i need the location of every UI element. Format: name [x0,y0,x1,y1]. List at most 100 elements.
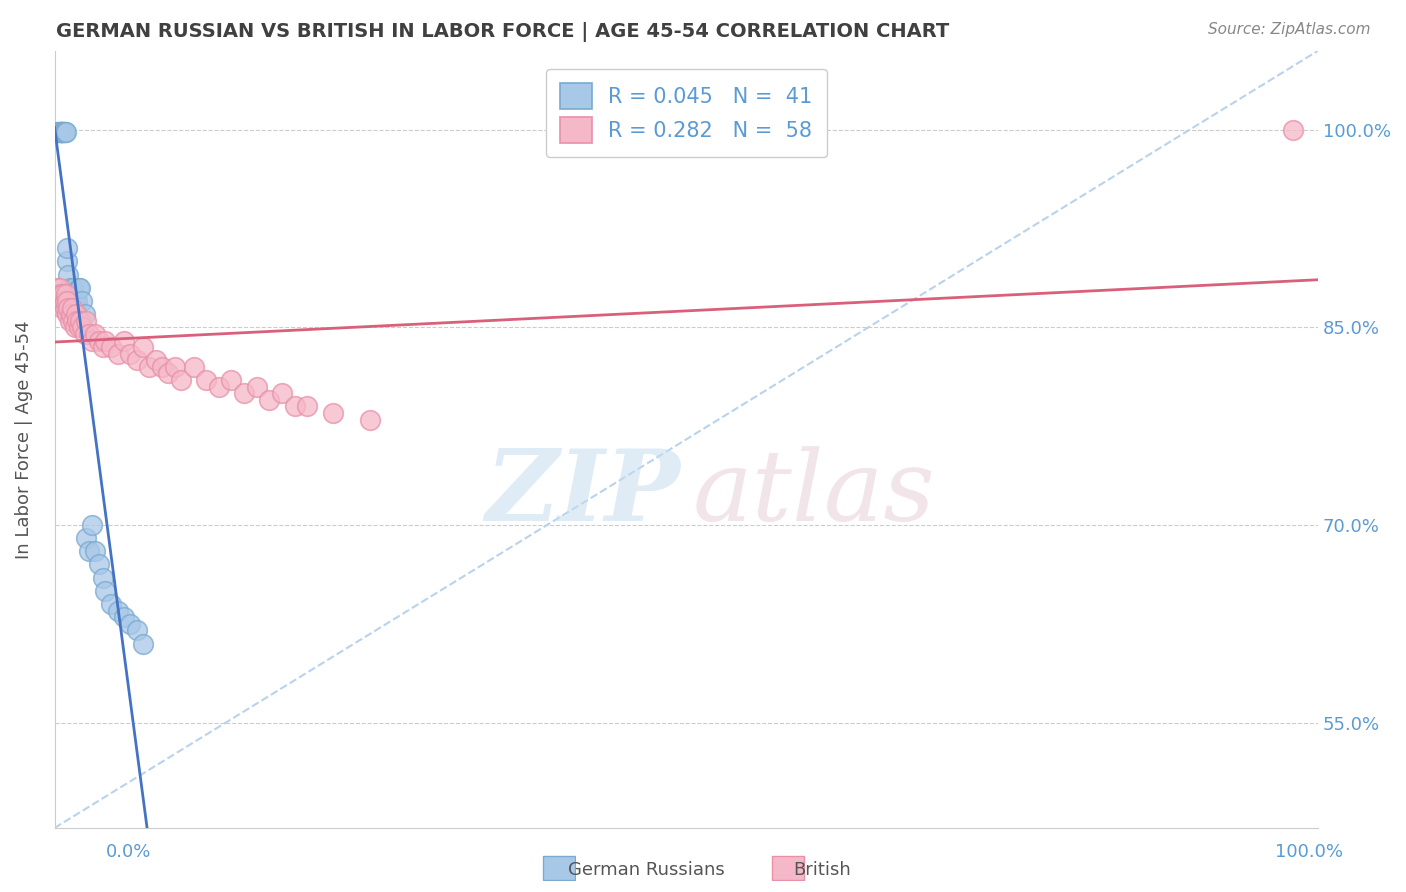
Point [132,636,155,650]
Point [84,326,107,341]
Text: atlas: atlas [693,446,935,541]
Point [46,125,69,139]
Point [52,287,75,301]
Y-axis label: In Labor Force | Age 45-54: In Labor Force | Age 45-54 [15,320,32,558]
Point [107,347,129,361]
Point [72,320,94,334]
Point [58,268,80,282]
Point [145,353,167,368]
Point [56,241,79,255]
Point [66,314,89,328]
Text: Source: ZipAtlas.com: Source: ZipAtlas.com [1208,22,1371,37]
Point [53,301,76,315]
Point [183,359,205,374]
Point [73,307,96,321]
Point [112,334,135,348]
Point [59,307,82,321]
Point [51,301,73,315]
Point [94,583,117,598]
Point [46,287,69,301]
Text: German Russians: German Russians [568,861,725,879]
Point [51,125,73,139]
Point [46,281,69,295]
Point [62,314,84,328]
Point [94,334,117,348]
Point [100,340,122,354]
Point [55,125,77,139]
Point [55,287,77,301]
Point [49,293,72,308]
Point [87,558,110,572]
Point [56,307,79,321]
Point [60,307,83,321]
Point [48,281,70,295]
Point [91,340,114,354]
Point [107,603,129,617]
Point [170,373,193,387]
Point [53,125,76,139]
Point [221,373,243,387]
Point [56,293,79,308]
Point [132,340,155,354]
Point [58,301,80,315]
Point [125,624,148,638]
Point [91,571,114,585]
Point [49,125,72,139]
Point [49,287,72,301]
Point [150,359,173,374]
Point [233,386,256,401]
Point [67,281,90,295]
Point [67,320,90,334]
Point [112,610,135,624]
Point [52,125,75,139]
Point [65,307,87,321]
Point [53,125,76,139]
Point [52,125,75,139]
Text: 0.0%: 0.0% [105,843,150,861]
Point [77,544,100,558]
Point [62,281,84,295]
Point [69,281,91,295]
Point [52,293,75,308]
Point [163,359,186,374]
Point [48,125,70,139]
Point [63,293,86,308]
Point [59,314,82,328]
Point [56,254,79,268]
Point [246,379,269,393]
Point [69,314,91,328]
Text: ZIP: ZIP [485,445,681,542]
Point [157,367,180,381]
Point [284,400,307,414]
Point [75,531,97,545]
Point [65,307,87,321]
Point [77,326,100,341]
Point [1282,122,1305,136]
Point [120,616,142,631]
Point [120,347,142,361]
Point [82,334,104,348]
Point [72,293,94,308]
Point [87,334,110,348]
Point [271,386,294,401]
Point [138,359,160,374]
Text: 100.0%: 100.0% [1275,843,1343,861]
Point [195,373,218,387]
Point [208,379,231,393]
Point [53,293,76,308]
Legend: R = 0.045   N =  41, R = 0.282   N =  58: R = 0.045 N = 41, R = 0.282 N = 58 [546,69,827,157]
Point [297,400,319,414]
Point [259,392,281,407]
Point [75,314,97,328]
Point [73,326,96,341]
Point [60,301,83,315]
Point [51,125,73,139]
Text: British: British [793,861,852,879]
Point [46,125,69,139]
Text: GERMAN RUSSIAN VS BRITISH IN LABOR FORCE | AGE 45-54 CORRELATION CHART: GERMAN RUSSIAN VS BRITISH IN LABOR FORCE… [56,22,949,42]
Point [49,125,72,139]
Point [359,412,381,426]
Point [82,517,104,532]
Point [84,544,107,558]
Point [48,293,70,308]
